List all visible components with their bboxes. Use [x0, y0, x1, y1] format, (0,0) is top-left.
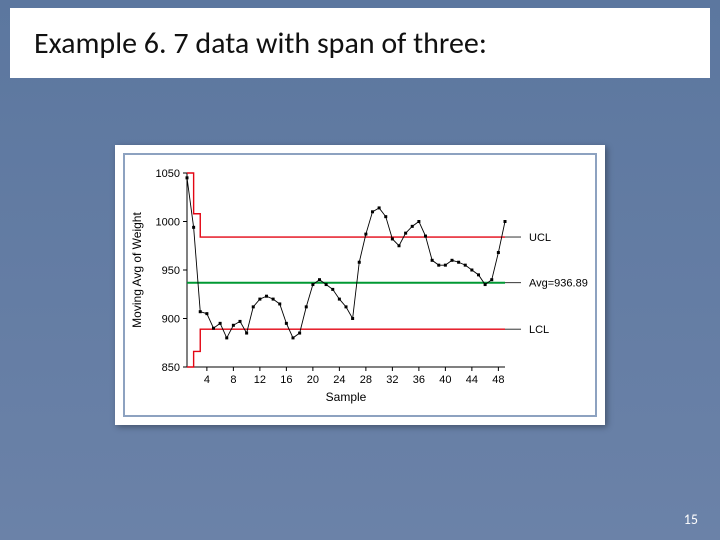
title-band: Example 6. 7 data with span of three: [10, 8, 710, 78]
svg-text:44: 44 [466, 374, 478, 386]
svg-text:20: 20 [307, 374, 319, 386]
svg-text:Avg=936.89: Avg=936.89 [529, 278, 588, 290]
svg-text:32: 32 [386, 374, 398, 386]
svg-text:1050: 1050 [156, 168, 180, 180]
control-chart: 85090095010001050Moving Avg of Weight481… [125, 155, 595, 415]
page-number: 15 [684, 511, 698, 528]
svg-text:Moving Avg of Weight: Moving Avg of Weight [130, 212, 144, 328]
svg-text:40: 40 [439, 374, 451, 386]
chart-frame: 85090095010001050Moving Avg of Weight481… [115, 145, 605, 425]
svg-text:LCL: LCL [529, 324, 549, 336]
svg-text:8: 8 [230, 374, 236, 386]
svg-text:48: 48 [492, 374, 504, 386]
svg-text:24: 24 [333, 374, 345, 386]
slide: Example 6. 7 data with span of three: 85… [0, 0, 720, 540]
svg-text:900: 900 [162, 314, 180, 326]
svg-text:4: 4 [204, 374, 210, 386]
svg-text:36: 36 [413, 374, 425, 386]
chart-inner: 85090095010001050Moving Avg of Weight481… [123, 153, 597, 417]
svg-text:16: 16 [280, 374, 292, 386]
svg-text:UCL: UCL [529, 232, 551, 244]
svg-text:850: 850 [162, 362, 180, 374]
svg-text:12: 12 [254, 374, 266, 386]
svg-text:950: 950 [162, 265, 180, 277]
svg-text:28: 28 [360, 374, 372, 386]
page-title: Example 6. 7 data with span of three: [34, 25, 487, 62]
svg-text:Sample: Sample [326, 390, 367, 404]
svg-text:1000: 1000 [156, 217, 180, 229]
